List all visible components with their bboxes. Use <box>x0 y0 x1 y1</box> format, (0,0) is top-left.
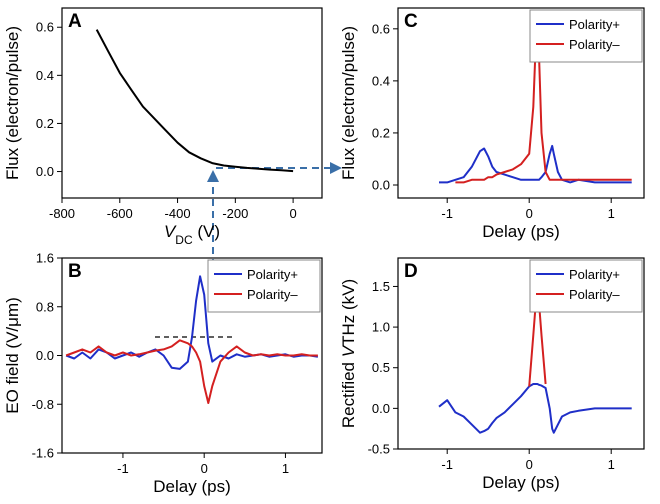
y-tick-label: 1.6 <box>36 251 54 266</box>
x-tick-label: -1 <box>441 457 453 472</box>
label-part: DC <box>175 233 193 247</box>
x-tick-label: 0 <box>526 206 533 221</box>
y-axis-label: EO field (V/μm) <box>3 297 22 414</box>
legend-label: Polarity+ <box>247 267 298 282</box>
x-axis-label: VDC (V) <box>164 222 220 247</box>
label-part: (V) <box>193 222 220 241</box>
y-tick-label: -0.8 <box>32 397 54 412</box>
legend-label: Polarity– <box>247 287 298 302</box>
legend-label: Polarity+ <box>569 267 620 282</box>
y-axis-label: Flux (electron/pulse) <box>3 26 22 180</box>
x-tick-label: 1 <box>608 457 615 472</box>
y-tick-label: -1.6 <box>32 446 54 461</box>
y-tick-label: 0.0 <box>372 401 390 416</box>
label-part: THz (kV) <box>339 279 358 346</box>
y-axis-label: Rectified VTHz (kV) <box>339 279 358 428</box>
series-line <box>438 383 632 434</box>
panel-label: B <box>68 261 82 282</box>
plot-frame <box>397 7 645 199</box>
x-axis-label: Delay (ps) <box>153 477 230 496</box>
legend-box <box>529 259 643 313</box>
legend-box <box>207 259 321 313</box>
y-tick-label: 0.8 <box>36 299 54 314</box>
y-tick-label: 0.0 <box>36 164 54 179</box>
plot-frame <box>61 7 323 199</box>
y-tick-label: 0.4 <box>36 68 54 83</box>
y-tick-label: 1.0 <box>372 320 390 335</box>
x-tick-label: 0 <box>289 206 296 221</box>
legend-label: Polarity– <box>569 37 620 52</box>
plot-frame <box>397 257 645 450</box>
x-tick-label: -800 <box>49 206 75 221</box>
y-tick-label: 0.0 <box>372 177 390 192</box>
series-line <box>439 144 632 184</box>
panel-label: A <box>68 11 82 32</box>
x-tick-label: 1 <box>608 206 615 221</box>
legend-label: Polarity+ <box>569 17 620 32</box>
y-tick-label: 0.0 <box>36 348 54 363</box>
y-tick-label: 0.2 <box>372 125 390 140</box>
annotation-arrows <box>212 167 330 266</box>
x-tick-label: 0 <box>201 461 208 476</box>
x-tick-label: -1 <box>117 461 129 476</box>
y-tick-label: 0.2 <box>36 116 54 131</box>
x-tick-label: -400 <box>165 206 191 221</box>
x-tick-label: 0 <box>526 457 533 472</box>
label-part: V <box>339 344 358 357</box>
series-line <box>65 339 318 404</box>
arrow-head <box>330 162 342 174</box>
label-part: Rectified <box>339 357 358 428</box>
y-tick-label: 0.6 <box>372 21 390 36</box>
panel-label: C <box>404 11 418 32</box>
series-line <box>65 275 319 370</box>
legend-box <box>529 9 643 63</box>
x-axis-label: Delay (ps) <box>482 222 559 241</box>
y-tick-label: 0.6 <box>36 20 54 35</box>
series-line <box>95 29 294 173</box>
y-axis-label: Flux (electron/pulse) <box>339 26 358 180</box>
y-tick-label: -0.5 <box>368 442 390 457</box>
x-tick-label: 1 <box>282 461 289 476</box>
legend-label: Polarity– <box>569 287 620 302</box>
x-tick-label: -1 <box>441 206 453 221</box>
x-tick-label: -600 <box>107 206 133 221</box>
label-part: V <box>164 222 177 241</box>
y-tick-label: 0.5 <box>372 360 390 375</box>
x-axis-label: Delay (ps) <box>482 473 559 492</box>
panel-label: D <box>404 261 418 282</box>
x-tick-label: -200 <box>222 206 248 221</box>
arrow-head <box>207 170 219 182</box>
y-tick-label: 1.5 <box>372 279 390 294</box>
y-tick-label: 0.4 <box>372 73 390 88</box>
